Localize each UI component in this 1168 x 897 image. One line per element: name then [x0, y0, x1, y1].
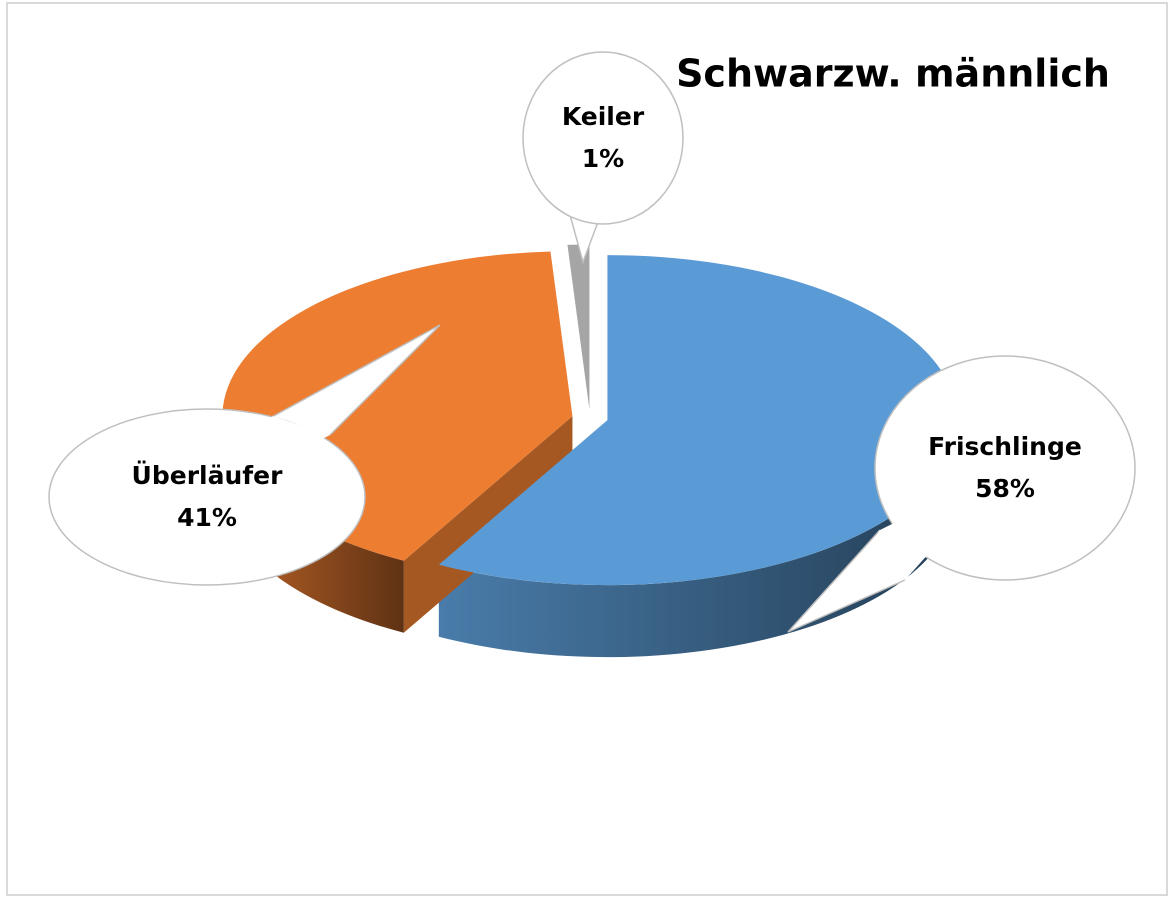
- slice: [438, 255, 958, 586]
- callout: Frischlinge 58%: [787, 355, 1136, 633]
- callout-pointer: [569, 214, 599, 265]
- chart-title: Schwarzw. männlich: [676, 52, 1110, 96]
- data-label-category: Überläufer: [132, 460, 284, 490]
- callout-pointer: [787, 529, 906, 633]
- callout: Keiler 1%: [522, 51, 684, 265]
- data-label-category: Keiler: [562, 102, 645, 131]
- data-label-value: 58%: [975, 474, 1035, 503]
- data-label-category: Frischlinge: [928, 432, 1082, 461]
- callout: Überläufer 41%: [48, 324, 441, 586]
- callout-pointer-fill: [878, 468, 1005, 580]
- data-label-value: 1%: [582, 144, 624, 173]
- callout-pointer-fill: [207, 416, 330, 497]
- callout-pointer: [269, 324, 441, 436]
- data-label-value: 41%: [177, 503, 237, 532]
- slice-side: [222, 416, 404, 633]
- callout-pointer-fill: [570, 138, 603, 222]
- slice: [567, 244, 590, 410]
